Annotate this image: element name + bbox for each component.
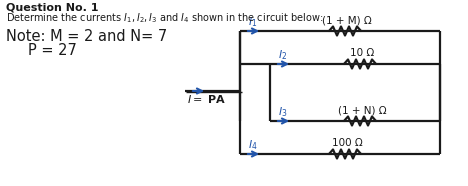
- Text: (1 + N) Ω: (1 + N) Ω: [338, 105, 386, 115]
- Text: (1 + M) Ω: (1 + M) Ω: [322, 15, 372, 25]
- Text: $I_3$: $I_3$: [278, 105, 288, 119]
- Text: Determine the currents $I_1, I_2, I_3$ and $I_4$ shown in the circuit below:: Determine the currents $I_1, I_2, I_3$ a…: [6, 11, 323, 25]
- Text: 10 Ω: 10 Ω: [350, 48, 374, 58]
- Text: Question No. 1: Question No. 1: [6, 2, 98, 12]
- Text: $I_2$: $I_2$: [278, 48, 288, 62]
- Text: Note: M = 2 and N= 7: Note: M = 2 and N= 7: [6, 29, 167, 44]
- Text: 100 Ω: 100 Ω: [332, 138, 362, 148]
- Text: P = 27: P = 27: [28, 43, 77, 58]
- Text: $I_1$: $I_1$: [249, 15, 258, 29]
- Text: $I =$ PA: $I =$ PA: [187, 93, 227, 105]
- Text: $I_4$: $I_4$: [248, 138, 258, 152]
